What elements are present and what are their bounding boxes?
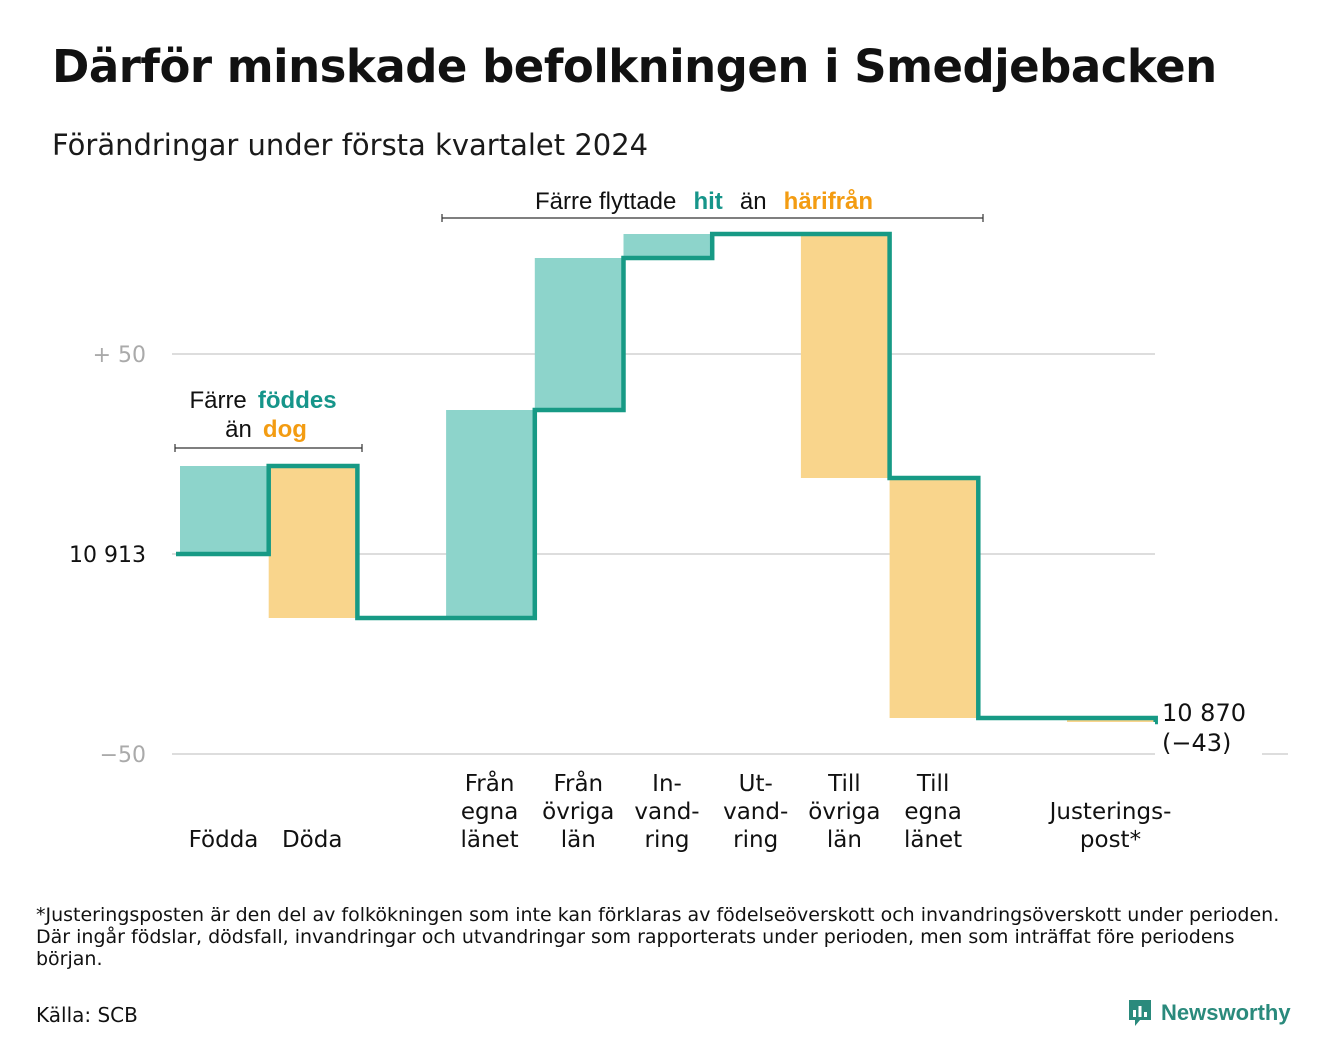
- births-highlight: föddes: [258, 387, 337, 414]
- moves-prefix: Färre flyttade: [535, 188, 676, 215]
- waterfall-bar: [446, 410, 534, 618]
- deaths-prefix: än: [225, 416, 252, 443]
- end-change-label: (−43): [1162, 729, 1231, 757]
- waterfall-bar: [268, 466, 356, 618]
- y-tick-label: + 50: [93, 343, 146, 368]
- bars-layer: [180, 234, 1154, 722]
- x-category-label: Från övriga län: [542, 769, 614, 853]
- newsworthy-logo-text: Newsworthy: [1161, 1000, 1291, 1025]
- waterfall-bar: [800, 234, 888, 478]
- moves-annotation: Färre flyttade hit än härifrån: [441, 188, 984, 222]
- x-category-label: Från egna länet: [460, 769, 518, 853]
- source-label: Källa: SCB: [36, 1003, 138, 1027]
- moves-highlight-hit: hit: [693, 188, 722, 215]
- end-value-label: 10 870: [1162, 699, 1246, 727]
- x-category-label: Justerings-post*: [1048, 799, 1172, 853]
- step-line: [176, 231, 1158, 725]
- births-annotation-line2: än dog: [225, 416, 307, 443]
- newsworthy-logo: Newsworthy: [1127, 998, 1291, 1028]
- births-annotation: Färre föddes än dog: [174, 387, 363, 452]
- waterfall-bar: [889, 478, 977, 718]
- footnote: *Justeringsposten är den del av folkökni…: [36, 904, 1280, 970]
- waterfall-bar: [623, 234, 711, 258]
- x-category-label: Ut-vand-ring: [723, 771, 788, 853]
- x-category-label: Till egna länet: [904, 771, 962, 853]
- chart-subtitle: Förändringar under första kvartalet 2024: [52, 128, 649, 162]
- moves-annotation-text: Färre flyttade hit än härifrån: [535, 188, 873, 215]
- births-prefix: Färre: [189, 387, 246, 414]
- moves-middle: än: [740, 188, 767, 215]
- step-line-layer: [176, 231, 1158, 725]
- y-tick-label: −50: [100, 743, 146, 768]
- waterfall-chart: + 50 10 913 −50 Födda Döda Från egna länet Från…: [69, 188, 1288, 853]
- x-category-label: In-vand-ring: [634, 771, 699, 853]
- x-category-label: Döda: [282, 827, 342, 853]
- x-axis-labels: Födda Döda Från egna länet Från övriga län In-va…: [189, 769, 1172, 853]
- y-tick-label: 10 913: [69, 543, 146, 568]
- waterfall-bar: [180, 466, 267, 554]
- x-category-label: Till övriga län: [808, 771, 880, 853]
- newsworthy-logo-icon: [1129, 1000, 1151, 1026]
- x-category-label: Födda: [189, 827, 259, 853]
- births-annotation-line1: Färre föddes: [189, 387, 336, 414]
- moves-highlight-harifran: härifrån: [784, 188, 873, 215]
- chart-title: Därför minskade befolkningen i Smedjebac…: [52, 40, 1217, 93]
- waterfall-bar: [534, 258, 622, 410]
- deaths-highlight: dog: [263, 416, 307, 443]
- y-axis-ticks: + 50 10 913 −50: [69, 343, 146, 768]
